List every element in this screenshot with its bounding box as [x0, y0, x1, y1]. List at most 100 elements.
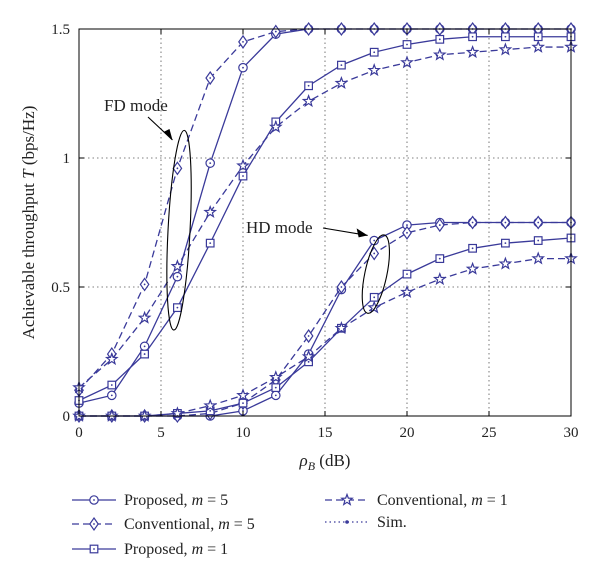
legend-item: Proposed, m = 5	[72, 492, 228, 509]
data-point-square	[337, 60, 346, 70]
y-axis-label-unit: (bps/Hz)	[19, 106, 38, 170]
data-point-square	[533, 32, 543, 42]
data-point-circle	[369, 235, 379, 246]
data-point-star	[498, 42, 513, 56]
data-point-circle	[107, 390, 117, 401]
x-axis-label: ρB (dB)	[299, 451, 351, 473]
fd-mode-ellipse	[166, 129, 192, 331]
data-point-square	[369, 292, 379, 302]
data-point-star	[236, 388, 250, 402]
data-point-star	[268, 119, 283, 133]
legend-item: Conventional, m = 5	[72, 516, 255, 533]
data-point-star	[104, 352, 119, 366]
legend-label: Proposed, m = 5	[124, 492, 228, 509]
legend-item: Proposed, m = 1	[72, 541, 228, 558]
data-point-star	[301, 94, 316, 108]
legend: Proposed, m = 5 Conventional, m = 5 Propos…	[72, 492, 508, 558]
series-line	[79, 221, 571, 417]
data-point-star	[104, 408, 119, 422]
hd-mode-label: HD mode	[246, 218, 313, 237]
data-point-square	[304, 81, 313, 91]
data-point-star	[137, 408, 152, 422]
legend-marker-square	[89, 544, 99, 554]
y-tick-label: 1.5	[51, 22, 70, 38]
x-tick-label: 0	[75, 425, 83, 441]
data-point-square	[435, 254, 445, 264]
x-tick-label: 25	[482, 425, 497, 441]
data-point-star	[236, 158, 250, 172]
data-point-square	[238, 171, 248, 181]
series-fd-star	[72, 39, 578, 394]
y-axis-label-var: T	[19, 168, 38, 179]
data-point-diamond	[238, 34, 248, 49]
x-axis-label-subscript: B	[308, 459, 316, 473]
legend-marker-diamond	[89, 516, 99, 532]
data-point-star	[465, 44, 480, 59]
data-point-square	[501, 32, 510, 42]
legend-item: Sim.	[325, 514, 407, 531]
data-point-star	[432, 272, 447, 286]
data-point-diamond	[303, 328, 314, 344]
data-point-star	[531, 251, 546, 265]
series-line	[79, 221, 571, 417]
legend-label: Proposed, m = 1	[124, 541, 228, 558]
data-point-circle	[270, 390, 281, 401]
series-line	[78, 36, 571, 402]
legend-marker-star	[340, 492, 354, 506]
data-point-square	[533, 236, 543, 245]
annotations: FD mode HD mode	[104, 96, 390, 331]
data-point-star	[334, 75, 349, 90]
data-point-diamond	[172, 161, 183, 176]
data-point-square	[402, 40, 412, 49]
legend-label: Conventional, m = 1	[377, 492, 508, 509]
data-point-star	[400, 55, 414, 69]
data-point-diamond	[533, 215, 544, 230]
data-point-star	[432, 47, 447, 61]
data-point-circle	[172, 271, 183, 282]
y-tick-label: 0	[63, 409, 71, 425]
data-point-square	[271, 383, 281, 393]
legend-label: Conventional, m = 5	[124, 516, 255, 533]
series-line	[78, 46, 571, 389]
y-tick-label: 1	[63, 151, 71, 167]
data-point-star	[334, 321, 349, 335]
series-hd-diamond	[74, 215, 576, 424]
data-point-diamond	[336, 279, 347, 295]
data-point-star	[301, 349, 316, 363]
data-point-square	[402, 269, 412, 279]
data-point-square	[435, 34, 445, 44]
data-point-star	[268, 370, 283, 384]
data-point-square	[501, 238, 510, 248]
legend-item: Conventional, m = 1	[325, 492, 508, 509]
x-tick-label: 20	[400, 425, 415, 441]
data-point-star	[498, 256, 513, 270]
data-point-star	[170, 259, 185, 273]
data-point-star	[367, 63, 382, 77]
data-point-square	[107, 380, 117, 390]
fd-mode-arrowhead	[163, 128, 173, 140]
data-point-star	[137, 310, 152, 324]
legend-label: Sim.	[377, 514, 407, 531]
data-point-star	[367, 300, 382, 314]
data-point-square	[369, 47, 379, 57]
data-point-diamond	[369, 246, 380, 261]
axis-ticks: 0 5 10 15 20 25 30 0 0.5 1 1.5	[51, 22, 578, 441]
hd-mode-arrowhead	[356, 228, 368, 238]
data-point-star	[465, 261, 480, 275]
x-tick-label: 10	[236, 425, 251, 441]
x-axis-label-symbol: ρ	[299, 451, 308, 470]
data-point-star	[400, 284, 414, 299]
data-point-diamond	[402, 225, 412, 240]
fd-mode-label: FD mode	[104, 96, 168, 115]
data-point-circle	[238, 62, 248, 73]
y-axis-label-text: Achievable throughput	[19, 179, 38, 340]
x-tick-label: 5	[157, 425, 165, 441]
data-point-diamond	[139, 277, 150, 292]
data-point-square	[238, 398, 248, 408]
data-point-diamond	[205, 70, 216, 86]
data-point-square	[468, 32, 477, 42]
data-point-diamond	[467, 215, 478, 230]
x-tick-label: 30	[564, 425, 579, 441]
y-axis-label: Achievable throughput T (bps/Hz)	[19, 106, 38, 340]
data-point-square	[173, 303, 182, 313]
